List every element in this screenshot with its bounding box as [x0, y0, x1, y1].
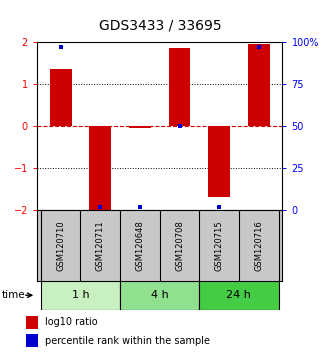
Bar: [208, 126, 230, 197]
Bar: [248, 44, 270, 126]
Text: GSM120715: GSM120715: [215, 220, 224, 271]
Text: log10 ratio: log10 ratio: [46, 317, 98, 327]
Bar: [26, 334, 38, 347]
Text: percentile rank within the sample: percentile rank within the sample: [46, 336, 211, 346]
Text: time: time: [2, 290, 25, 300]
Bar: [89, 126, 111, 210]
Bar: [129, 126, 151, 128]
Text: GSM120716: GSM120716: [254, 220, 263, 271]
Bar: [169, 48, 190, 126]
Text: GSM120708: GSM120708: [175, 220, 184, 271]
Text: 1 h: 1 h: [72, 290, 89, 300]
Bar: [26, 316, 38, 329]
Bar: [120, 281, 199, 310]
Bar: [50, 69, 72, 126]
Bar: [41, 281, 120, 310]
Text: GSM120710: GSM120710: [56, 220, 65, 271]
Text: GDS3433 / 33695: GDS3433 / 33695: [99, 19, 222, 33]
Text: 24 h: 24 h: [227, 290, 251, 300]
Text: 4 h: 4 h: [151, 290, 169, 300]
Bar: [199, 281, 279, 310]
Text: GSM120711: GSM120711: [96, 220, 105, 271]
Text: GSM120648: GSM120648: [135, 220, 144, 271]
